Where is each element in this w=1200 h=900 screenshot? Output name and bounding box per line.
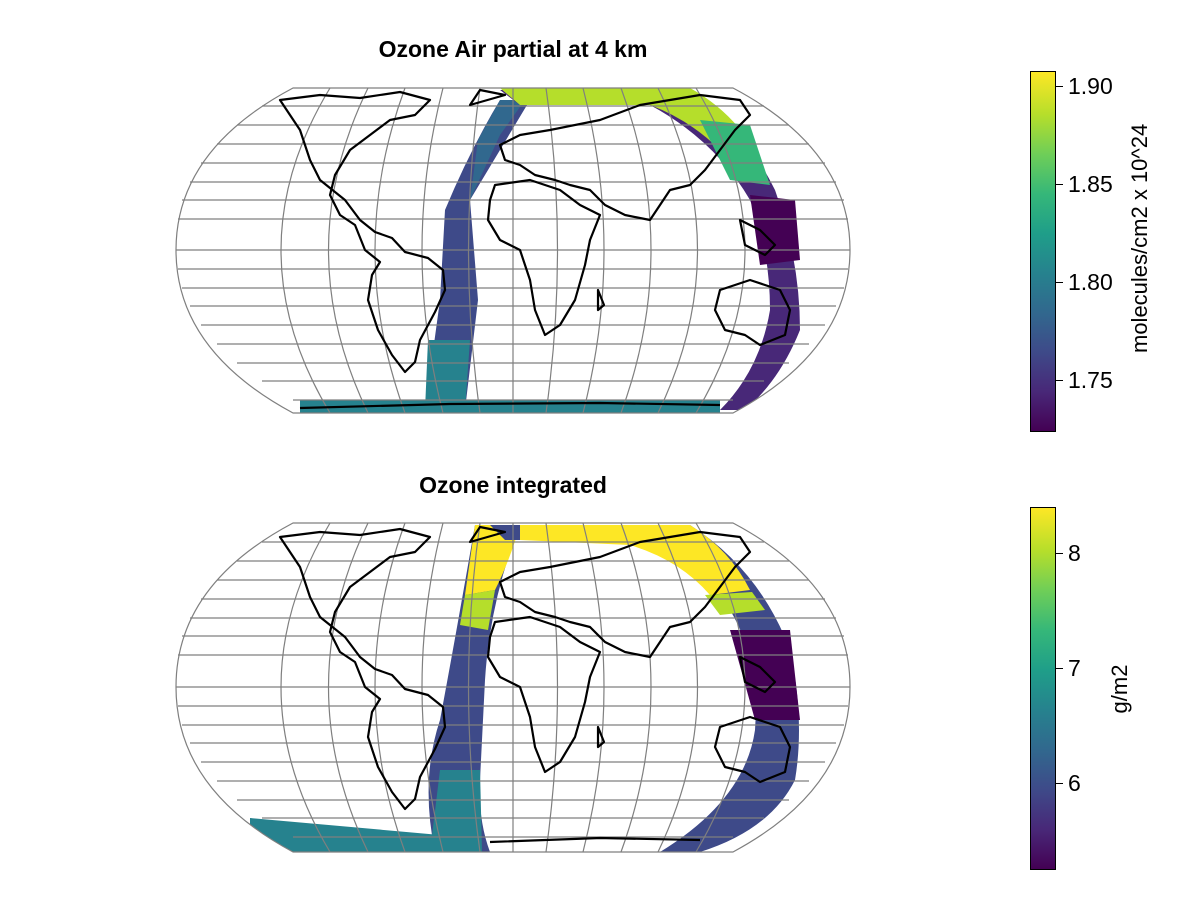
top-coastlines [278, 88, 792, 410]
top-colorbar-tick-label: 1.80 [1068, 269, 1113, 295]
top-colorbar-tick [1056, 282, 1063, 283]
bottom-colorbar-tick-label: 6 [1068, 770, 1081, 796]
bottom-colorbar-tick [1056, 783, 1063, 784]
bottom-panel-title: Ozone integrated [419, 472, 607, 498]
top-colorbar-tick-label: 1.75 [1068, 367, 1113, 393]
top-swath-pacific [500, 90, 800, 410]
bottom-colorbar-tick [1056, 553, 1063, 554]
bottom-coastlines [278, 525, 792, 844]
top-panel-title: Ozone Air partial at 4 km [378, 36, 648, 62]
top-swath-atlantic [425, 100, 530, 410]
top-colorbar-tick-label: 1.90 [1068, 73, 1113, 99]
top-colorbar-tick [1056, 86, 1063, 87]
bottom-graticule [175, 522, 851, 853]
top-colorbar-tick [1056, 184, 1063, 185]
top-colorbar [1030, 71, 1056, 432]
bottom-colorbar-tick-label: 7 [1068, 655, 1081, 681]
bottom-colorbar-label: g/m2 [1107, 664, 1132, 714]
bottom-colorbar [1030, 507, 1056, 870]
top-colorbar-tick [1056, 380, 1063, 381]
top-graticule [175, 87, 851, 414]
top-colorbar-tick-label: 1.85 [1068, 171, 1113, 197]
bottom-colorbar-tick-label: 8 [1068, 540, 1081, 566]
bottom-colorbar-tick [1056, 668, 1063, 669]
